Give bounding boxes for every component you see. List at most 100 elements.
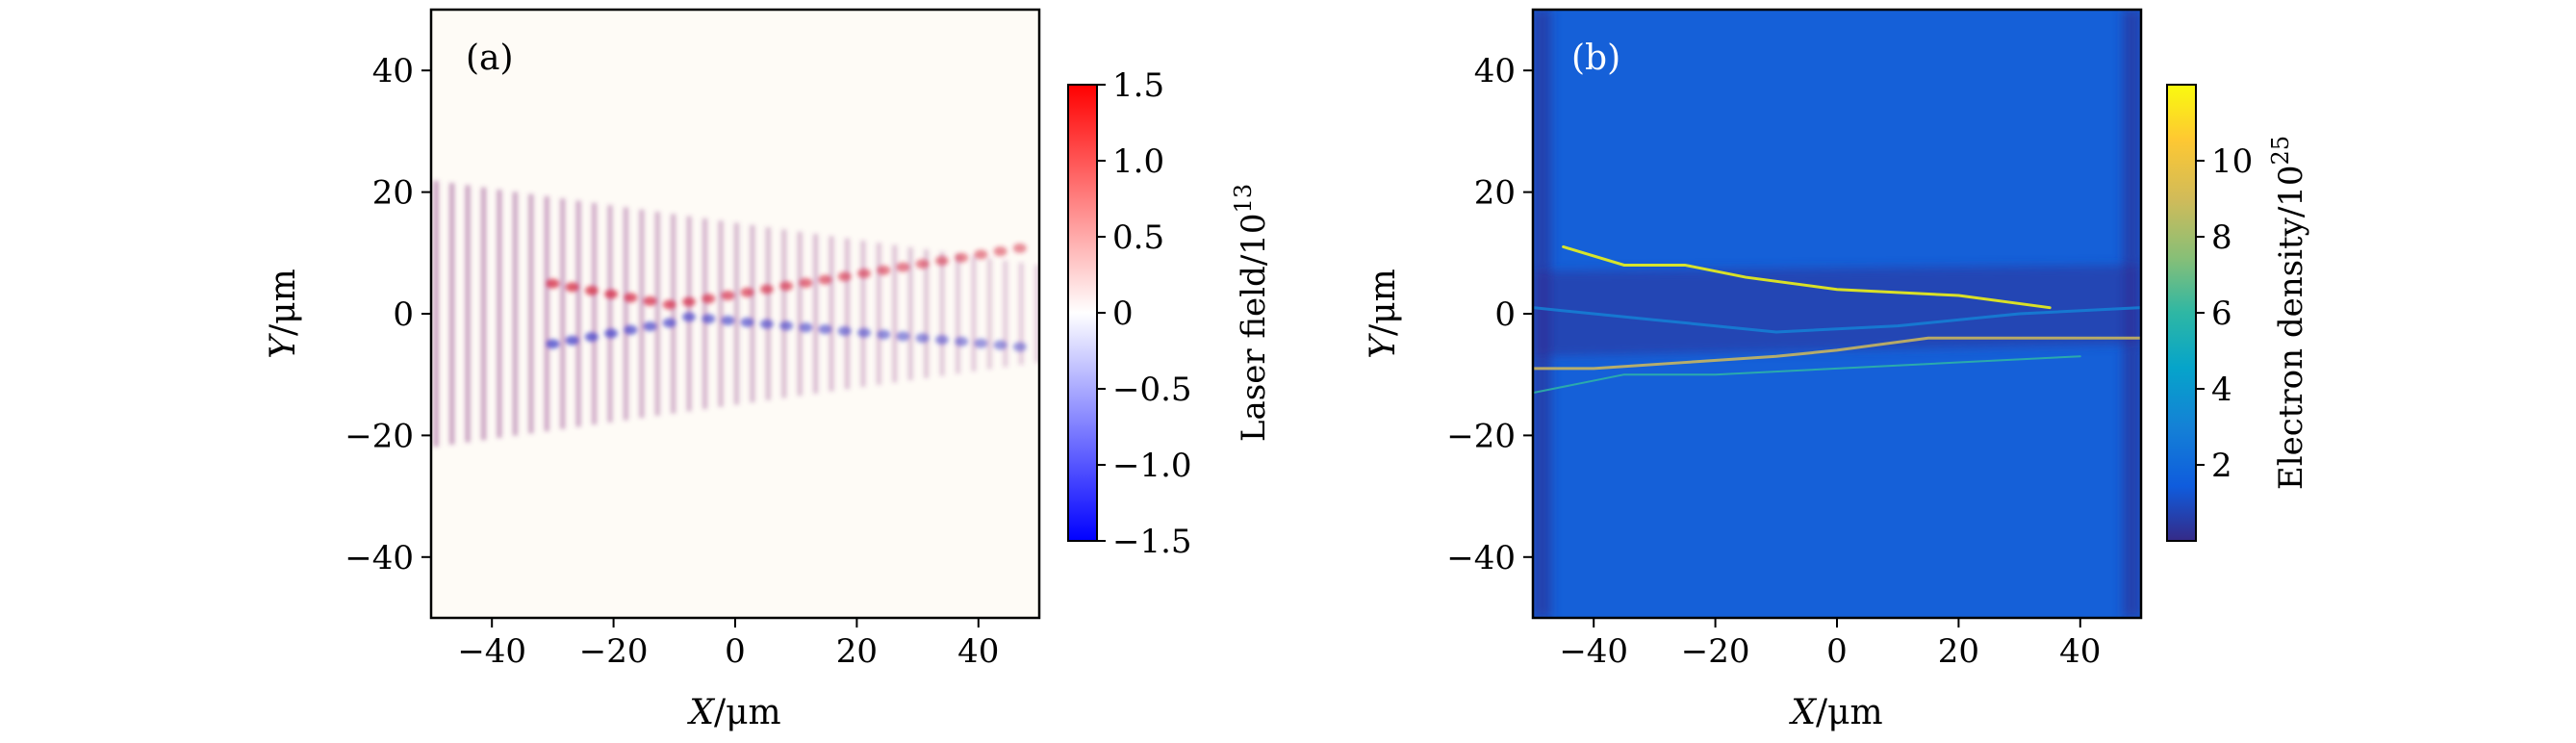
field-stripe [923,249,930,378]
field-lobe [799,322,813,333]
colorbar-gradient-b [2166,84,2197,542]
x-tick-label: 0 [1826,632,1848,671]
field-lobe [993,246,1007,257]
field-stripe [986,258,993,370]
x-tick-label: 20 [1938,632,1979,671]
panel-b-electron-density: −40 −20 0 20 40 −40 −20 0 20 40 (b) X/μm Y/μm 10… [1364,8,2310,732]
y-axis-label-a: Y/μm [264,269,303,358]
colorbar-ticks-b: 10 8 6 4 2 [2196,142,2253,485]
field-lobe [721,291,735,301]
field-stripe [781,229,787,398]
field-lobe [974,249,988,260]
field-stripe [575,200,581,427]
field-lobe [643,321,657,332]
field-stripe [480,187,487,441]
x-tick-label: 0 [725,632,746,671]
field-lobe [974,338,988,348]
field-stripe [860,240,866,388]
density-filament [1562,244,2052,310]
field-stripe [955,253,961,374]
y-tick-label: 0 [393,295,414,334]
field-lobe [1012,342,1027,352]
field-lobe [681,296,696,307]
density-filament [1533,306,2141,334]
field-lobe [779,281,794,292]
colorbar-tick-label: 4 [2211,371,2232,409]
field-stripe [939,251,945,376]
colorbar-a: 1.5 1.0 0.5 0 −0.5 −1.0 −1.5 Laser field/1013 [1067,66,1273,561]
field-lobe [584,285,599,295]
field-lobe [877,329,891,340]
x-tick-label: −20 [1681,632,1750,671]
field-stripe [876,243,882,385]
field-stripe [607,205,613,423]
field-lobe [837,271,852,282]
field-stripe [892,244,898,383]
field-lobe [759,284,774,295]
density-filament [1533,355,2081,395]
y-tick-label: −20 [1446,417,1516,455]
density-filament [1533,336,2141,371]
field-stripe [544,195,549,432]
field-stripe [1018,262,1024,366]
field-lobe [604,289,619,299]
field-lobe [565,282,579,293]
field-lobe [955,252,969,263]
y-axis-label-b: Y/μm [1364,269,1403,358]
colorbar-tick-label: 10 [2211,142,2253,181]
field-lobe [604,328,619,339]
field-lobe [993,340,1007,350]
field-lobe [721,316,735,326]
field-lobe [662,318,676,328]
density-edge-left [1533,10,1551,618]
y-tick-label: −40 [344,539,414,577]
field-stripe [512,192,519,436]
field-lobe [565,335,579,346]
colorbar-tick-label: 6 [2211,295,2232,333]
x-tick-label: 40 [957,632,999,671]
field-lobe [779,320,794,331]
field-lobe [934,335,949,346]
field-stripe [639,209,645,419]
field-lobe [915,259,930,269]
field-lobe [955,336,969,346]
field-lobe [740,317,754,327]
laser-field-map [433,180,1039,448]
field-stripe [559,198,566,429]
x-tick-label: −40 [1559,632,1628,671]
field-stripe [829,236,834,392]
y-tick-label: −40 [1446,539,1516,577]
field-lobe [740,287,754,297]
panel-label-b: (b) [1571,38,1620,78]
x-ticks-b: −40 −20 0 20 40 [1559,618,2101,671]
x-axis-label-a: X/μm [686,693,780,732]
y-tick-label: 20 [372,174,414,213]
field-stripe [448,183,455,445]
field-lobe [934,255,949,266]
colorbar-tick-label: 0 [1112,295,1134,333]
colorbar-b: 10 8 6 4 2 Electron density/1025 [2166,84,2310,542]
field-stripe [907,246,913,381]
field-stripe [797,231,803,397]
density-cavity [1533,10,2141,618]
field-stripe [623,207,629,421]
field-lobe [877,265,891,275]
field-lobe [856,269,871,279]
y-ticks-b: −40 −20 0 20 40 [1446,52,1533,577]
field-stripe [812,234,819,394]
field-stripe [765,227,772,400]
field-lobe [799,277,813,288]
field-lobe [546,339,560,349]
field-lobe [837,325,852,336]
field-lobe [624,293,638,303]
colorbar-tick-label: 8 [2211,218,2232,257]
field-stripe [844,238,851,390]
field-stripe [701,218,708,410]
field-lobe [624,324,638,335]
y-tick-label: 40 [372,52,414,90]
y-tick-label: 40 [1474,52,1516,90]
field-stripe [654,212,660,416]
field-lobe [1012,243,1027,253]
x-tick-label: 40 [2059,632,2101,671]
